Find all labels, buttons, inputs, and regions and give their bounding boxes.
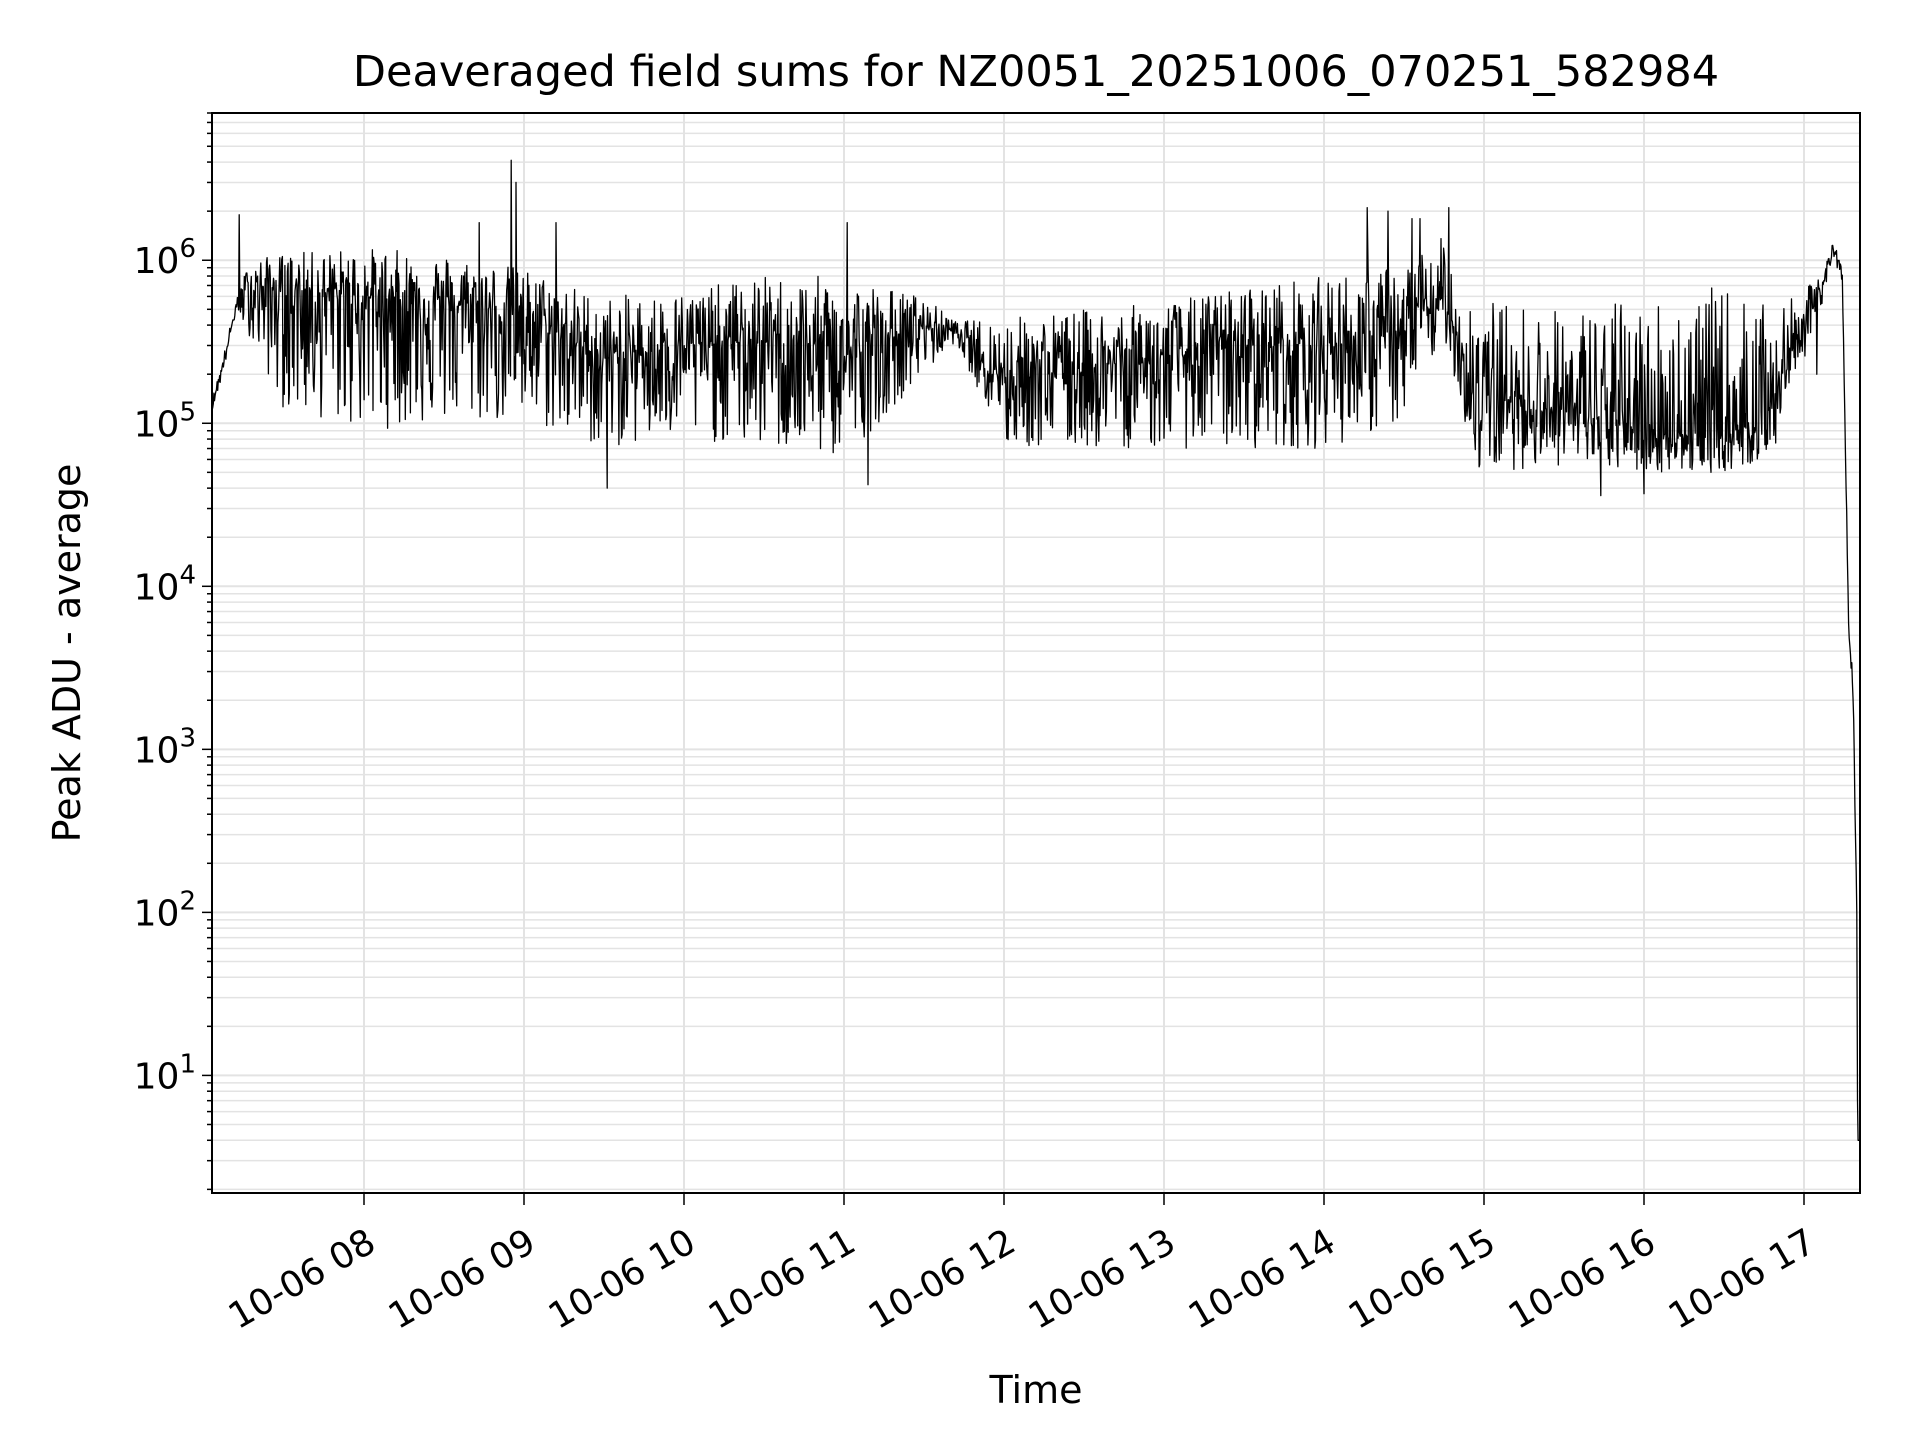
y-tick-label: 104 bbox=[134, 560, 196, 608]
y-tick-label: 105 bbox=[134, 397, 196, 445]
y-axis-label: Peak ADU - average bbox=[45, 464, 89, 843]
y-tick-label: 101 bbox=[134, 1049, 196, 1097]
y-tick-label: 102 bbox=[134, 886, 196, 934]
y-axis: 101 102 103 104 105 106 bbox=[134, 112, 212, 1191]
chart-title: Deaveraged field sums for NZ0051_2025100… bbox=[353, 47, 1719, 97]
series-line bbox=[211, 159, 1861, 1141]
y-tick-label: 103 bbox=[134, 723, 196, 771]
y-tick-label: 106 bbox=[134, 234, 196, 282]
plot-frame bbox=[211, 112, 1861, 1194]
series-layer bbox=[211, 159, 1861, 1141]
x-axis-label: Time bbox=[989, 1368, 1083, 1412]
